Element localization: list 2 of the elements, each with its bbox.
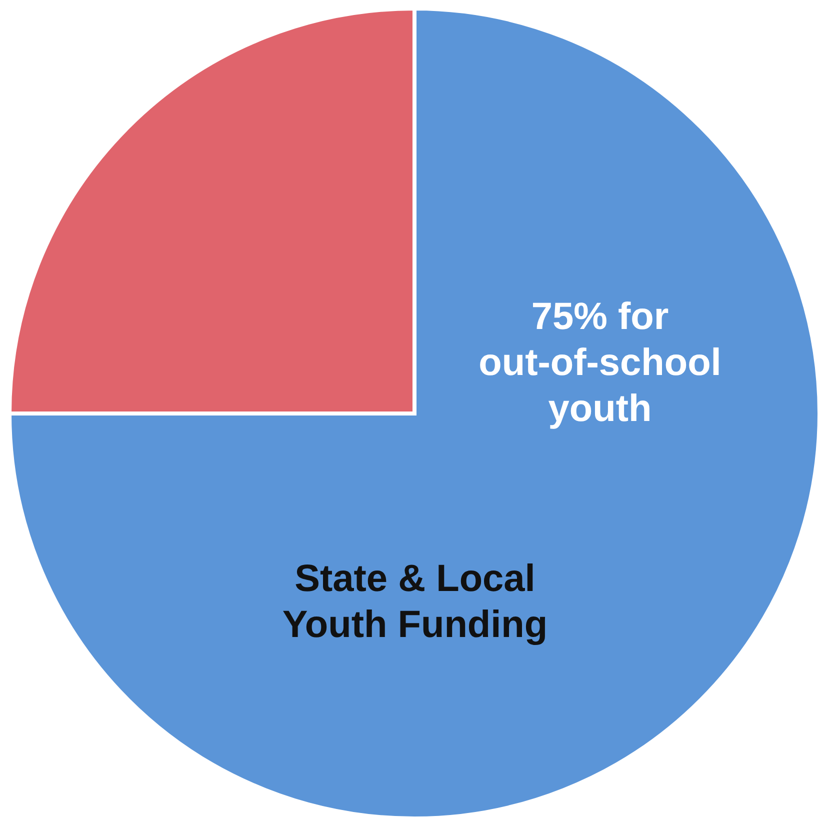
text: State & Local Youth Funding	[282, 558, 548, 646]
slice-label: 75% for out-of-school youth	[478, 296, 722, 430]
